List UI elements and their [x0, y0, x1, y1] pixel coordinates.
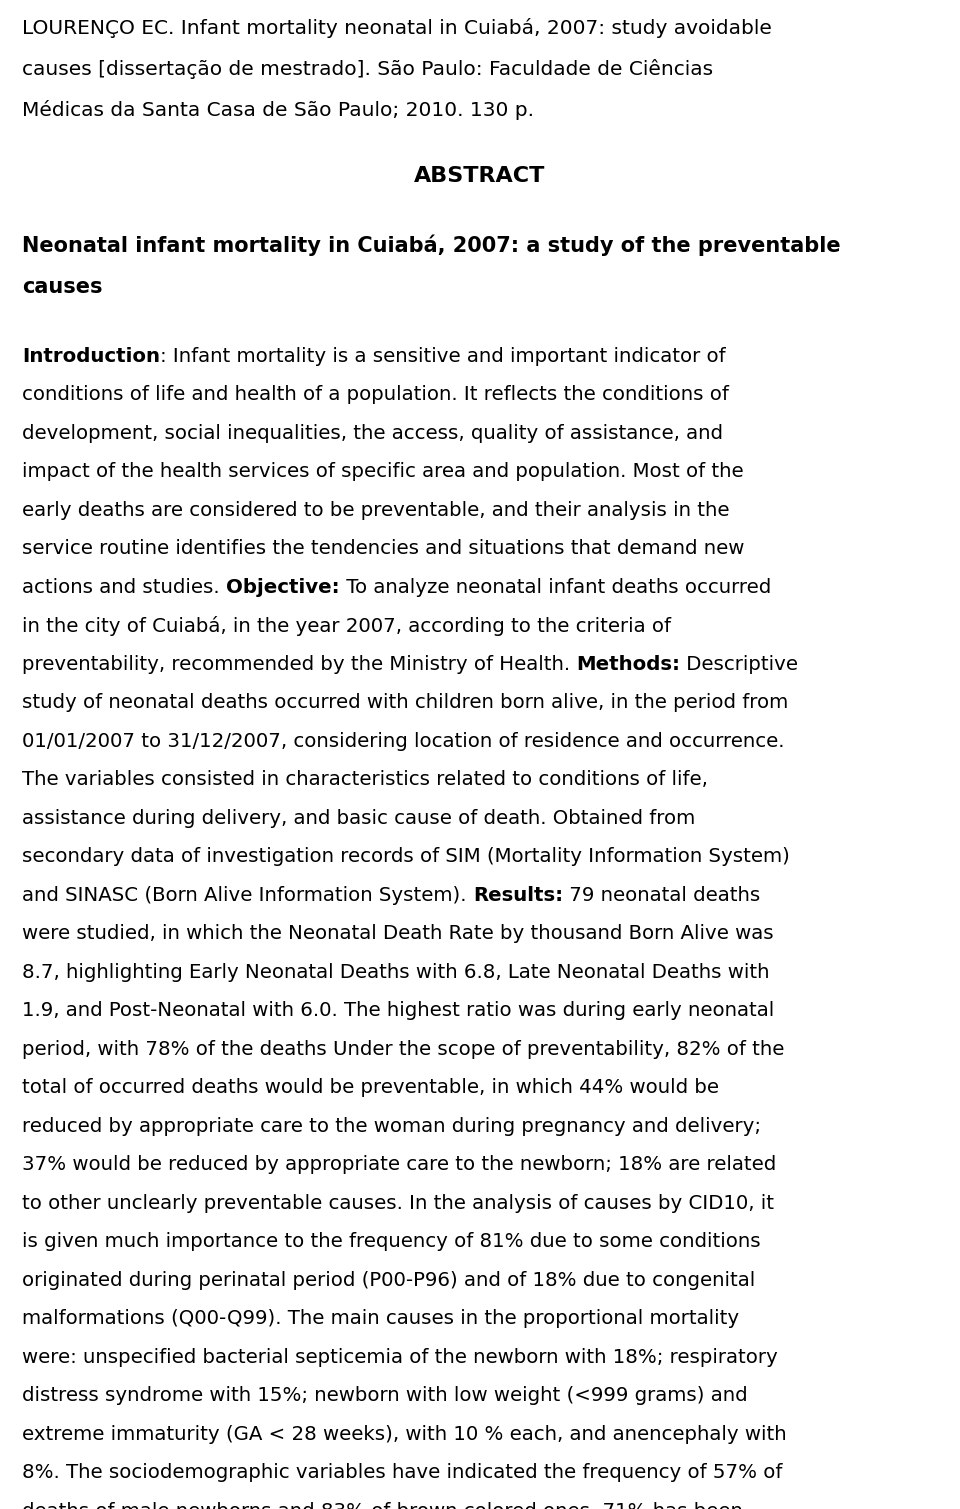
Text: study of neonatal deaths occurred with children born alive, in the period from: study of neonatal deaths occurred with c…: [22, 694, 788, 712]
Text: period, with 78% of the deaths Under the scope of preventability, 82% of the: period, with 78% of the deaths Under the…: [22, 1040, 784, 1059]
Text: Objective:: Objective:: [226, 578, 340, 598]
Text: LOURENÇO EC. Infant mortality neonatal in Cuiabá, 2007: study avoidable: LOURENÇO EC. Infant mortality neonatal i…: [22, 18, 772, 38]
Text: service routine identifies the tendencies and situations that demand new: service routine identifies the tendencie…: [22, 540, 744, 558]
Text: Descriptive: Descriptive: [681, 655, 799, 675]
Text: distress syndrome with 15%; newborn with low weight (<999 grams) and: distress syndrome with 15%; newborn with…: [22, 1387, 748, 1405]
Text: 1.9, and Post-Neonatal with 6.0. The highest ratio was during early neonatal: 1.9, and Post-Neonatal with 6.0. The hig…: [22, 1002, 775, 1020]
Text: development, social inequalities, the access, quality of assistance, and: development, social inequalities, the ac…: [22, 424, 723, 444]
Text: 8%. The sociodemographic variables have indicated the frequency of 57% of: 8%. The sociodemographic variables have …: [22, 1464, 782, 1482]
Text: causes [dissertação de mestrado]. São Paulo: Faculdade de Ciências: causes [dissertação de mestrado]. São Pa…: [22, 59, 713, 78]
Text: deaths of male newborns and 83% of brown colored ones. 71% has been: deaths of male newborns and 83% of brown…: [22, 1501, 743, 1509]
Text: Introduction: Introduction: [22, 347, 160, 367]
Text: causes: causes: [22, 278, 103, 297]
Text: total of occurred deaths would be preventable, in which 44% would be: total of occurred deaths would be preven…: [22, 1079, 719, 1097]
Text: conditions of life and health of a population. It reflects the conditions of: conditions of life and health of a popul…: [22, 385, 729, 404]
Text: : Infant mortality is a sensitive and important indicator of: : Infant mortality is a sensitive and im…: [160, 347, 726, 367]
Text: reduced by appropriate care to the woman during pregnancy and delivery;: reduced by appropriate care to the woman…: [22, 1117, 761, 1136]
Text: malformations (Q00-Q99). The main causes in the proportional mortality: malformations (Q00-Q99). The main causes…: [22, 1310, 739, 1328]
Text: Neonatal infant mortality in Cuiabá, 2007: a study of the preventable: Neonatal infant mortality in Cuiabá, 200…: [22, 235, 841, 257]
Text: 8.7, highlighting Early Neonatal Deaths with 6.8, Late Neonatal Deaths with: 8.7, highlighting Early Neonatal Deaths …: [22, 963, 770, 982]
Text: The variables consisted in characteristics related to conditions of life,: The variables consisted in characteristi…: [22, 771, 708, 789]
Text: Médicas da Santa Casa de São Paulo; 2010. 130 p.: Médicas da Santa Casa de São Paulo; 2010…: [22, 100, 534, 121]
Text: 01/01/2007 to 31/12/2007, considering location of residence and occurrence.: 01/01/2007 to 31/12/2007, considering lo…: [22, 732, 784, 751]
Text: preventability, recommended by the Ministry of Health.: preventability, recommended by the Minis…: [22, 655, 576, 675]
Text: actions and studies.: actions and studies.: [22, 578, 226, 598]
Text: to other unclearly preventable causes. In the analysis of causes by CID10, it: to other unclearly preventable causes. I…: [22, 1194, 774, 1213]
Text: is given much importance to the frequency of 81% due to some conditions: is given much importance to the frequenc…: [22, 1233, 760, 1251]
Text: and SINASC (Born Alive Information System).: and SINASC (Born Alive Information Syste…: [22, 886, 472, 905]
Text: To analyze neonatal infant deaths occurred: To analyze neonatal infant deaths occurr…: [340, 578, 771, 598]
Text: in the city of Cuiabá, in the year 2007, according to the criteria of: in the city of Cuiabá, in the year 2007,…: [22, 617, 671, 637]
Text: early deaths are considered to be preventable, and their analysis in the: early deaths are considered to be preven…: [22, 501, 730, 521]
Text: 79 neonatal deaths: 79 neonatal deaths: [563, 886, 760, 905]
Text: ABSTRACT: ABSTRACT: [415, 166, 545, 186]
Text: assistance during delivery, and basic cause of death. Obtained from: assistance during delivery, and basic ca…: [22, 809, 695, 828]
Text: secondary data of investigation records of SIM (Mortality Information System): secondary data of investigation records …: [22, 848, 790, 866]
Text: originated during perinatal period (P00-P96) and of 18% due to congenital: originated during perinatal period (P00-…: [22, 1271, 756, 1290]
Text: were studied, in which the Neonatal Death Rate by thousand Born Alive was: were studied, in which the Neonatal Deat…: [22, 925, 774, 943]
Text: impact of the health services of specific area and population. Most of the: impact of the health services of specifi…: [22, 462, 744, 481]
Text: extreme immaturity (GA < 28 weeks), with 10 % each, and anencephaly with: extreme immaturity (GA < 28 weeks), with…: [22, 1424, 786, 1444]
Text: 37% would be reduced by appropriate care to the newborn; 18% are related: 37% would be reduced by appropriate care…: [22, 1156, 777, 1174]
Text: were: unspecified bacterial septicemia of the newborn with 18%; respiratory: were: unspecified bacterial septicemia o…: [22, 1348, 778, 1367]
Text: Results:: Results:: [472, 886, 563, 905]
Text: Methods:: Methods:: [576, 655, 681, 675]
